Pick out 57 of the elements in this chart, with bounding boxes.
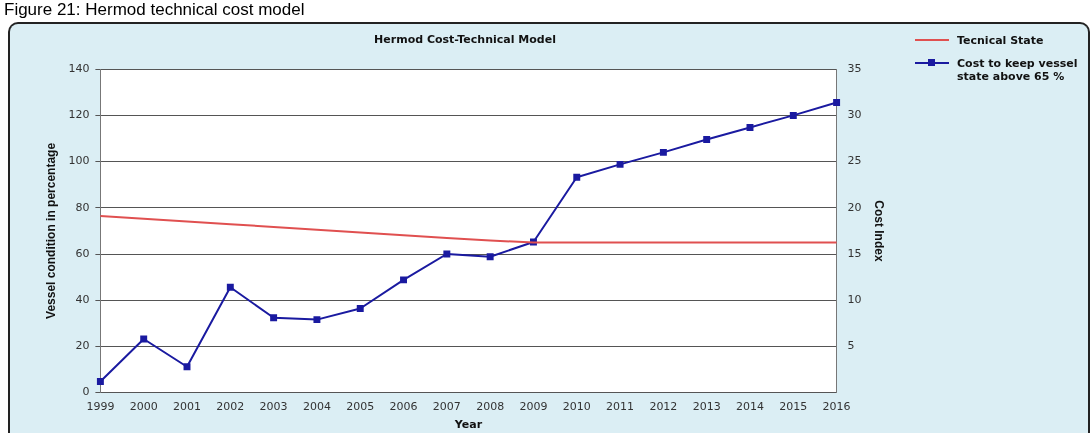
legend-label: Tecnical State [957, 34, 1044, 47]
y-axis-title: Vessel condition in percentage [43, 142, 58, 319]
x-tick-label: 2012 [649, 400, 678, 414]
point [486, 253, 494, 261]
y2-tick-label: 30 [847, 108, 862, 122]
y-tick-label: 20 [75, 339, 90, 353]
x-tick-label: 2016 [822, 400, 851, 414]
y-tick-label: 120 [68, 108, 90, 122]
x-tick-label: 2006 [389, 400, 418, 414]
x-tick-label: 2008 [476, 400, 505, 414]
point [616, 160, 624, 168]
point [703, 135, 711, 143]
x-axis-title: Year [453, 418, 483, 432]
y2-tick-label: 35 [847, 62, 862, 76]
chart-title: Hermod Cost-Technical Model [374, 33, 556, 47]
x-tick-label: 2007 [432, 400, 461, 414]
x-tick-label: 2015 [779, 400, 808, 414]
point [789, 111, 797, 119]
x-tick-label: 1999 [86, 400, 115, 414]
legend-label: Cost to keep vessel state above 65 % [957, 57, 1079, 83]
point [140, 335, 148, 343]
x-tick-label: 2004 [302, 400, 331, 414]
point [226, 283, 234, 291]
point [659, 148, 667, 156]
point [746, 123, 754, 131]
x-tick-label: 2011 [606, 400, 635, 414]
x-tick-label: 2013 [692, 400, 721, 414]
x-tick-label: 2009 [519, 400, 548, 414]
x-tick-label: 2010 [562, 400, 591, 414]
y-tick-label: 80 [75, 200, 90, 214]
y2-tick-label: 5 [847, 339, 855, 353]
point [443, 250, 451, 258]
y2-tick-label: 20 [847, 200, 862, 214]
x-tick-label: 2002 [216, 400, 245, 414]
y-tick-label: 60 [75, 246, 90, 260]
point [356, 305, 364, 312]
y2-tick-label: 15 [847, 246, 862, 260]
point [400, 276, 408, 284]
point [573, 173, 581, 181]
y-tick-label: 40 [75, 293, 90, 307]
y2-tick-label: 10 [847, 293, 862, 307]
point [270, 314, 278, 322]
point [183, 363, 191, 371]
point [313, 316, 321, 324]
x-tick-label: 2005 [346, 400, 375, 414]
y-tick-label: 100 [68, 154, 90, 168]
y-tick-label: 140 [68, 62, 90, 76]
y-tick-label: 0 [82, 385, 90, 399]
point [96, 378, 104, 385]
y2-axis-title: Cost Index [872, 200, 887, 262]
point [833, 98, 841, 106]
y2-tick-label: 25 [847, 154, 862, 168]
x-tick-label: 2003 [259, 400, 288, 414]
x-tick-label: 2014 [735, 400, 764, 414]
caption: Figure 21: Hermod technical cost model [4, 0, 305, 20]
x-tick-label: 2000 [129, 400, 158, 414]
x-tick-label: 2001 [173, 400, 202, 414]
